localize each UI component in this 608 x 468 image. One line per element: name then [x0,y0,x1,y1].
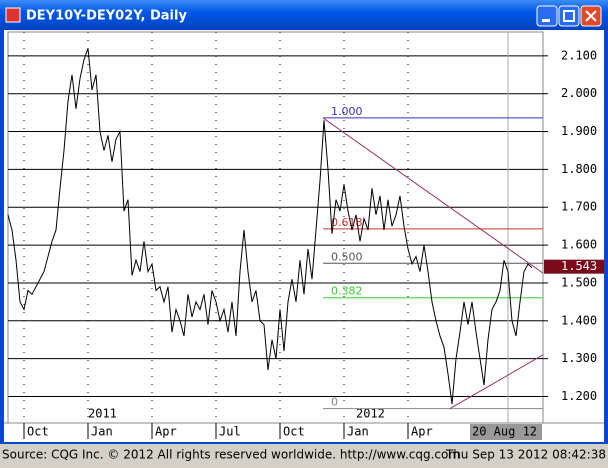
y-tick-label: 1.900 [561,124,597,138]
app-icon [5,7,21,23]
last-value-box [544,259,604,274]
x-tick-label: Apr [155,425,177,439]
x-tick-label: Jan [91,425,113,439]
y-tick-label: 1.200 [561,389,597,403]
fib-label: 0 [331,396,338,409]
y-tick-label: 1.500 [561,275,597,289]
fib-label: 1.000 [331,105,363,118]
x-tick-label: Oct [283,425,305,439]
status-bar [0,444,608,464]
y-tick-label: 1.700 [561,200,597,214]
source-text: Source: CQG Inc. © 2012 All rights reser… [2,448,460,462]
maximize-button[interactable] [558,5,580,27]
year-label: 2011 [88,407,117,421]
y-tick-label: 1.800 [561,162,597,176]
y-tick-label: 1.600 [561,238,597,252]
timestamp: Thu Sep 13 2012 08:42:38 [445,448,606,462]
window-buttons[interactable] [536,5,602,27]
plot: 1.200 1.300 1.400 1.500 1.600 1.700 1.800 1.900… [7,32,604,440]
x-tick-label: Apr [411,425,433,439]
price-line [7,48,533,405]
fib-label: 0.382 [331,285,363,298]
cursor-label: 20 Aug 12 [472,425,537,439]
x-tick-label: Jul [219,425,241,439]
y-tick-label: 1.300 [561,351,597,365]
close-icon [585,10,597,22]
minimize-button[interactable] [536,5,558,27]
minimize-icon [542,19,550,22]
window-title: DEY10Y-DEY02Y, Daily [26,9,187,24]
maximize-icon [563,10,575,22]
fib-label: 0.500 [331,250,363,263]
last-value-label: 1.543 [561,259,597,273]
year-label: 2012 [356,407,385,421]
x-tick-label: Oct [27,425,49,439]
y-tick-label: 2.100 [561,48,597,62]
x-tick-label: Jan [347,425,369,439]
y-tick-label: 1.400 [561,313,597,327]
plot-area [7,31,544,424]
trendline [322,117,544,274]
cursor-label-box [470,424,542,440]
trendline [449,354,544,410]
title-bar [0,0,608,30]
y-tick-label: 2.000 [561,86,597,100]
